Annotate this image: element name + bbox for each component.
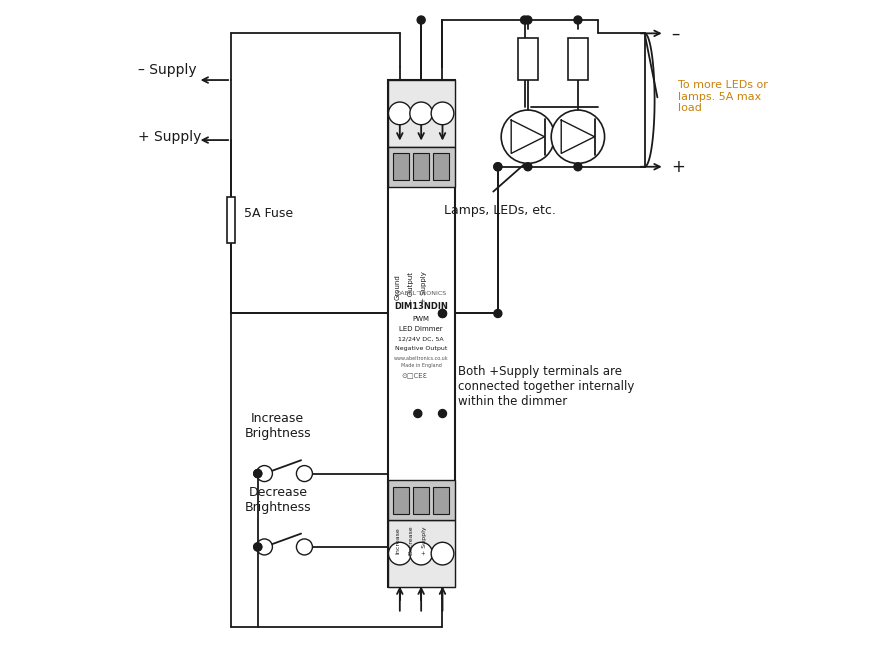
Text: Decrease
Brightness: Decrease Brightness: [244, 486, 311, 514]
Circle shape: [410, 542, 432, 565]
Circle shape: [253, 470, 261, 478]
Text: Both +Supply terminals are
connected together internally
within the dimmer: Both +Supply terminals are connected tog…: [458, 366, 634, 408]
Circle shape: [417, 16, 425, 24]
Circle shape: [431, 542, 454, 565]
Bar: [388, 80, 454, 587]
Bar: [518, 38, 538, 80]
Circle shape: [494, 309, 502, 317]
Bar: [393, 487, 409, 514]
Text: Ground: Ground: [395, 274, 401, 299]
Text: LED Dimmer: LED Dimmer: [399, 326, 443, 331]
Bar: [413, 153, 429, 180]
Bar: [388, 147, 454, 187]
Text: 5A Fuse: 5A Fuse: [244, 207, 293, 220]
Circle shape: [438, 309, 446, 317]
Circle shape: [438, 309, 446, 317]
Text: Negative Output: Negative Output: [395, 346, 447, 351]
Text: DIM13NDIN: DIM13NDIN: [394, 302, 448, 311]
Text: Decrease: Decrease: [409, 526, 413, 555]
Circle shape: [388, 542, 411, 565]
Bar: [393, 153, 409, 180]
Bar: [388, 480, 454, 520]
Text: ⊙□CEℇ: ⊙□CEℇ: [402, 373, 428, 378]
Text: Lamps, LEDs, etc.: Lamps, LEDs, etc.: [444, 203, 557, 217]
Circle shape: [256, 539, 272, 555]
Bar: [433, 487, 449, 514]
Circle shape: [524, 16, 532, 24]
Circle shape: [574, 163, 582, 171]
Circle shape: [253, 543, 261, 551]
Bar: [388, 80, 454, 147]
Circle shape: [253, 543, 261, 551]
Circle shape: [410, 102, 432, 125]
Bar: [227, 197, 235, 243]
Circle shape: [431, 102, 454, 125]
Circle shape: [524, 163, 532, 171]
Bar: [388, 520, 454, 587]
Text: –: –: [671, 25, 680, 42]
Text: + Supply: + Supply: [421, 271, 428, 303]
Text: PWM: PWM: [412, 316, 429, 321]
Circle shape: [296, 539, 312, 555]
Circle shape: [494, 163, 502, 171]
Text: - Output: - Output: [408, 272, 414, 301]
Text: 12/24V DC, 5A: 12/24V DC, 5A: [398, 336, 444, 342]
Text: ⊙ABEL’TRONICS: ⊙ABEL’TRONICS: [396, 291, 446, 296]
Text: – Supply: – Supply: [138, 63, 196, 77]
Circle shape: [296, 466, 312, 482]
Text: www.abeltronics.co.uk: www.abeltronics.co.uk: [394, 356, 448, 361]
Circle shape: [501, 110, 555, 163]
Circle shape: [574, 16, 582, 24]
Text: Increase: Increase: [396, 527, 400, 554]
Circle shape: [438, 410, 446, 418]
Circle shape: [551, 110, 605, 163]
Circle shape: [388, 102, 411, 125]
Bar: [568, 38, 588, 80]
Text: Increase
Brightness: Increase Brightness: [244, 412, 311, 440]
Text: + Supply: + Supply: [138, 130, 201, 143]
Text: To more LEDs or
lamps. 5A max
load: To more LEDs or lamps. 5A max load: [678, 80, 768, 113]
Bar: [413, 487, 429, 514]
Circle shape: [253, 470, 261, 478]
Text: + Supply: + Supply: [422, 526, 427, 554]
Circle shape: [521, 16, 529, 24]
Text: Made in England: Made in England: [401, 363, 442, 368]
Bar: [433, 153, 449, 180]
Circle shape: [494, 163, 502, 171]
Text: +: +: [671, 158, 685, 175]
Circle shape: [413, 410, 421, 418]
Circle shape: [256, 466, 272, 482]
